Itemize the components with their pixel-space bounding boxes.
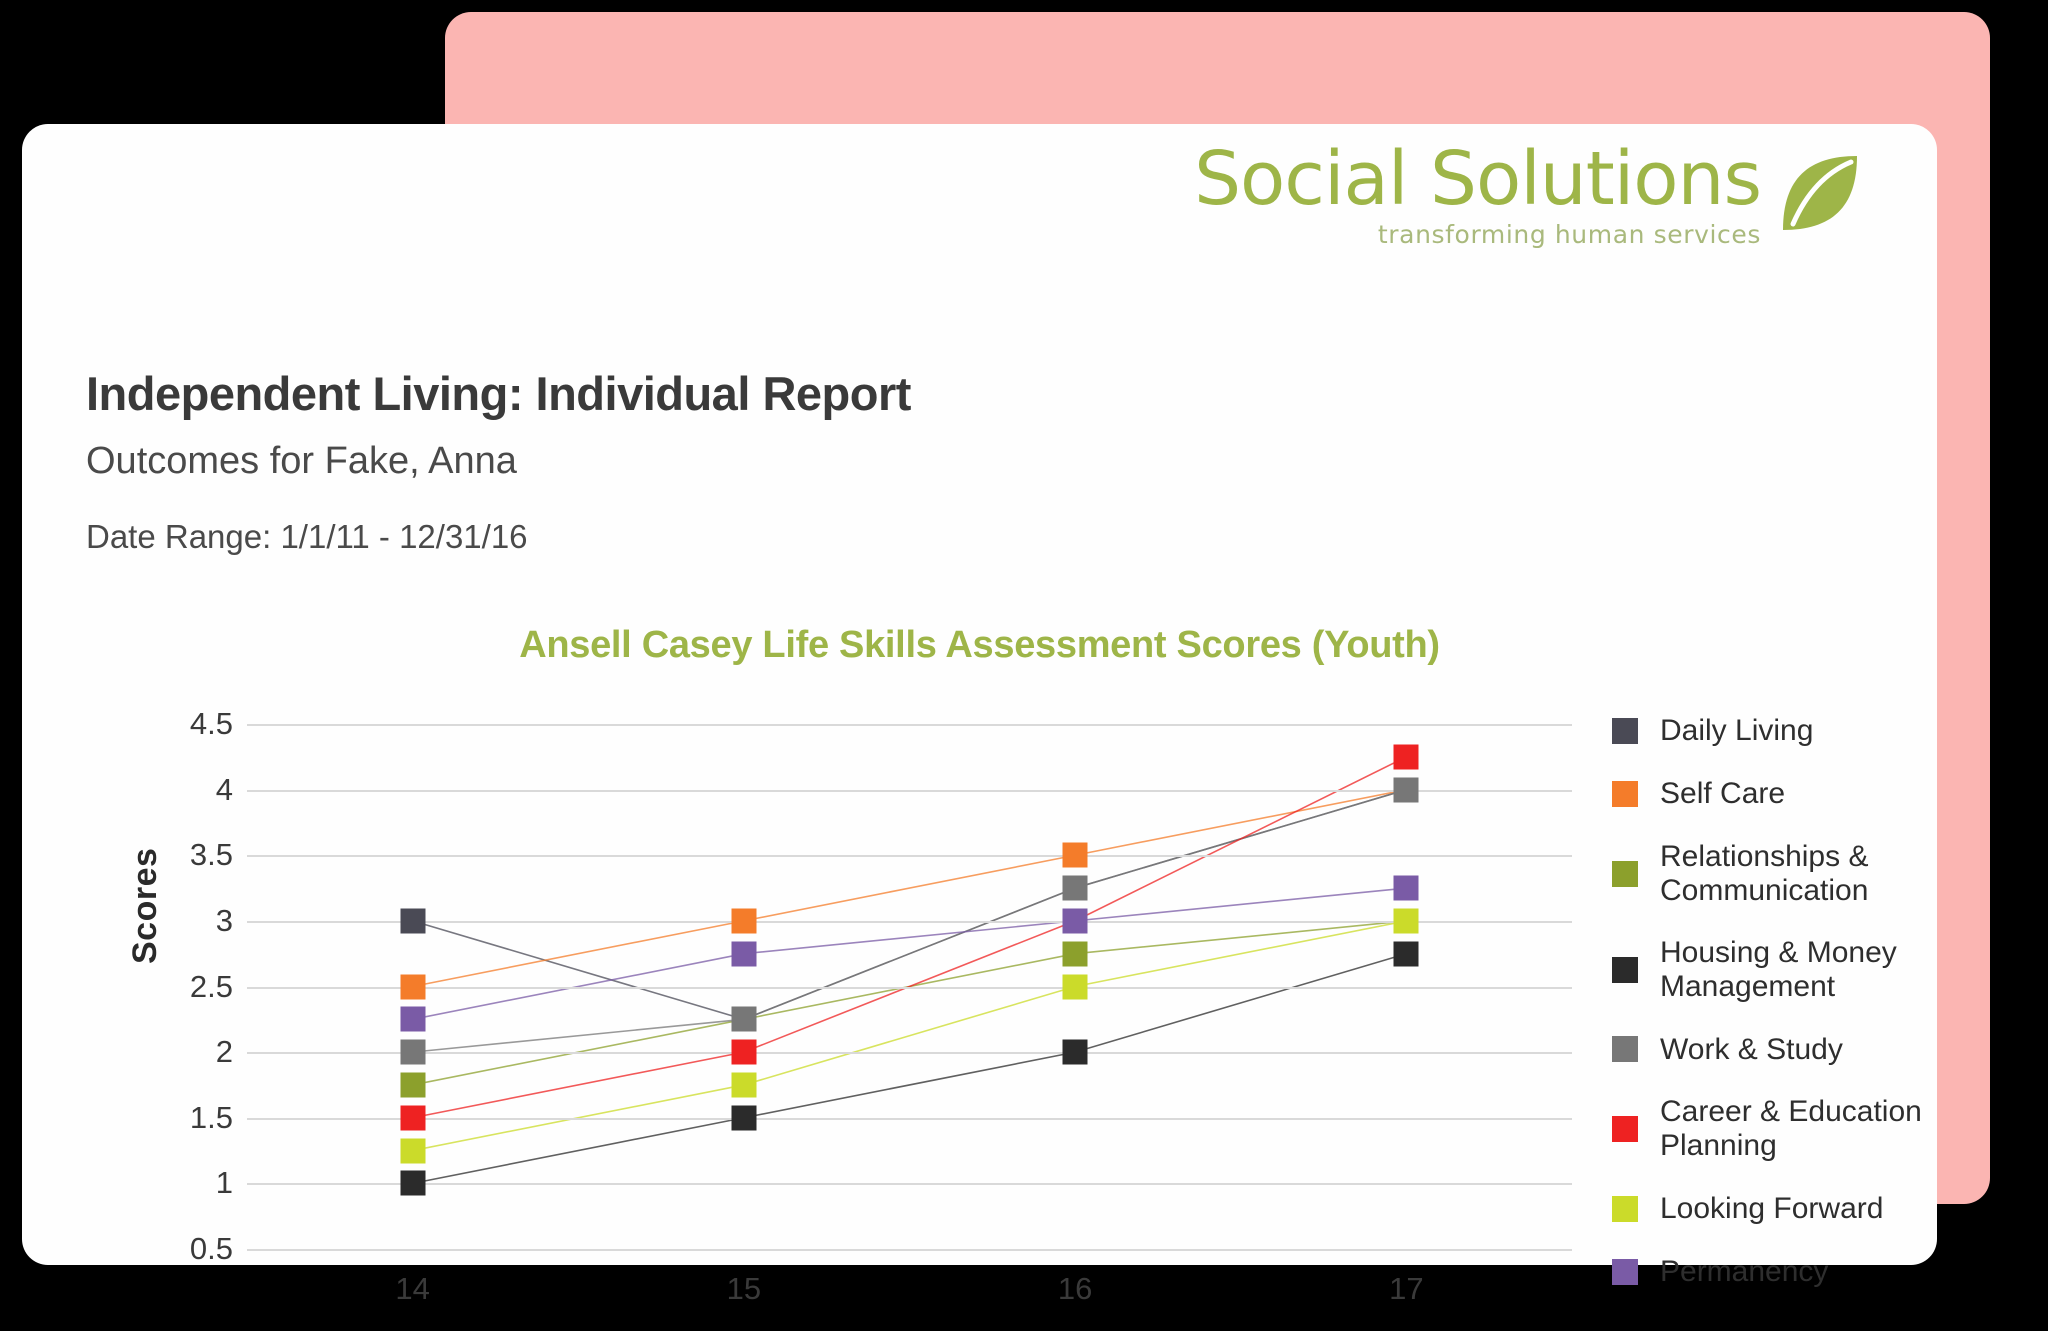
legend-swatch-icon [1612,956,1638,983]
data-point-marker [1062,941,1088,967]
legend-item[interactable]: Career & Education Planning [1612,1095,1922,1162]
y-axis-tick: 4.5 [189,706,233,741]
series-line [412,920,1407,1086]
legend-item[interactable]: Self Care [1612,777,1922,811]
data-point-marker [400,1072,426,1098]
page-subtitle: Outcomes for Fake, Anna [86,440,517,482]
y-axis-tick: 2 [215,1034,233,1070]
legend-item-label: Work & Study [1660,1032,1843,1066]
legend-item-label: Permanency [1660,1254,1829,1288]
series-line [412,920,1407,1152]
data-point-marker [731,908,757,934]
legend-swatch-icon [1612,1115,1638,1142]
leaf-icon [1773,148,1865,245]
gridline [247,855,1572,858]
data-point-marker [731,1105,757,1131]
social-solutions-logo: Social Solutions transforming human serv… [1194,142,1865,249]
gridline [247,1249,1572,1251]
x-axis-tick: 17 [1389,1271,1424,1306]
y-axis-tick: 3 [215,902,233,938]
chart-legend: Daily Living Self Care Relationships & Com… [1612,714,1922,1318]
legend-swatch-icon [1612,1258,1638,1285]
data-point-marker [400,1170,426,1196]
gridline [247,1117,1572,1120]
data-point-marker [731,941,757,967]
legend-swatch-icon [1612,718,1638,744]
legend-swatch-icon [1612,860,1638,887]
y-axis-tick: 1.5 [189,1099,233,1135]
data-point-marker [731,1039,757,1065]
legend-swatch-icon [1612,1036,1638,1063]
legend-item[interactable]: Work & Study [1612,1032,1922,1066]
data-point-marker [1393,744,1419,770]
legend-item-label: Self Care [1660,777,1786,811]
chart-plot-area: 0.5 1 1.5 2 2.5 3 3.5 4 4.5 14 15 16 17 [190,706,1572,1306]
data-point-marker [1062,1039,1088,1065]
legend-item-label: Daily Living [1660,714,1814,748]
data-point-marker [1393,908,1419,934]
data-point-marker [400,1105,426,1131]
logo-text: Social Solutions transforming human serv… [1194,136,1762,249]
y-axis-tick: 3.5 [189,837,233,873]
legend-swatch-icon [1612,1195,1638,1222]
data-point-marker [400,1138,426,1164]
data-point-marker [731,1072,757,1098]
gridline [247,986,1572,989]
data-point-marker [400,1006,426,1032]
legend-item[interactable]: Daily Living [1612,714,1922,748]
series-line [412,952,1407,1185]
series-line [412,788,1407,988]
y-axis-tick: 0.5 [189,1231,233,1266]
chart-canvas: 0.5 1 1.5 2 2.5 3 3.5 4 4.5 14 15 16 17 [190,706,1572,1306]
gridline [247,1052,1572,1055]
legend-item-label: Career & Education Planning [1660,1095,1922,1162]
gridline [247,920,1572,923]
data-point-marker [1062,908,1088,934]
legend-item-label: Housing & Money Management [1660,936,1897,1003]
gridline [247,1183,1572,1186]
legend-item[interactable]: Housing & Money Management [1612,936,1922,1003]
chart-title: Ansell Casey Life Skills Assessment Scor… [519,624,1440,666]
data-point-marker [1062,974,1088,999]
legend-swatch-icon [1612,781,1638,807]
x-axis-label: Age at time of assessment (years) [247,1329,1572,1331]
data-point-marker [400,908,426,934]
legend-item-label: Relationships & Communication [1660,840,1869,907]
y-axis-tick: 2.5 [189,968,233,1004]
x-axis-tick: 15 [726,1271,762,1306]
data-point-marker [1393,875,1419,901]
x-axis-tick: 16 [1057,1271,1093,1306]
y-axis-tick: 1 [215,1165,233,1201]
gridline [247,789,1572,792]
y-axis-label: Scores [126,847,164,964]
data-point-marker [400,974,426,999]
data-point-marker [1393,777,1419,803]
logo-wordmark: Social Solutions [1194,136,1762,222]
y-axis-tick: 4 [215,771,233,807]
data-point-marker [731,1006,757,1032]
data-point-marker [400,1039,426,1065]
legend-item[interactable]: Relationships & Communication [1612,840,1922,907]
series-line [412,788,1407,1021]
data-point-marker [1062,842,1088,868]
gridline [247,724,1572,726]
date-range-text: Date Range: 1/1/11 - 12/31/16 [86,518,528,555]
legend-item[interactable]: Looking Forward [1612,1192,1922,1226]
data-point-marker [1062,875,1088,901]
page-title: Independent Living: Individual Report [86,367,911,420]
x-axis-tick: 14 [395,1271,430,1306]
legend-item-label: Looking Forward [1660,1191,1884,1225]
logo-tagline: transforming human services [1377,220,1761,249]
data-point-marker [1393,941,1419,967]
report-card: Social Solutions transforming human serv… [22,124,1937,1331]
legend-item[interactable]: Permanency [1612,1255,1922,1289]
